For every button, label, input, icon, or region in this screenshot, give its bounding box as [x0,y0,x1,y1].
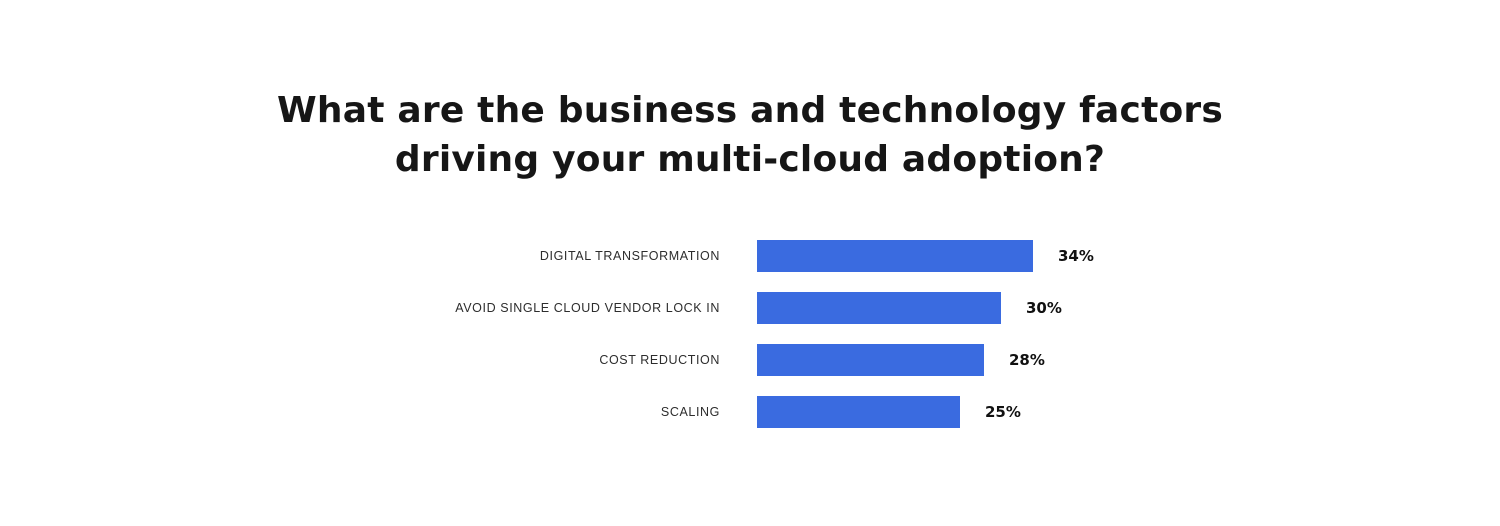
bar [757,344,984,376]
value-label: 34% [1058,247,1094,265]
category-label: AVOID SINGLE CLOUD VENDOR LOCK IN [455,301,720,315]
chart-row: AVOID SINGLE CLOUD VENDOR LOCK IN 30% [420,292,1080,324]
chart-title-line-1: What are the business and technology fac… [277,90,1223,131]
value-label: 30% [1026,299,1062,317]
bar [757,396,960,428]
bar [757,240,1033,272]
chart-row: COST REDUCTION 28% [420,344,1080,376]
category-label: COST REDUCTION [599,353,720,367]
chart-row: DIGITAL TRANSFORMATION 34% [420,240,1094,272]
chart-row: SCALING 25% [420,396,1080,428]
bar [757,292,1001,324]
bar-chart: DIGITAL TRANSFORMATION 34% AVOID SINGLE … [420,240,1094,428]
value-label: 25% [985,403,1021,421]
category-label: SCALING [660,405,720,419]
chart-title-line-2: driving your multi-cloud adoption? [394,139,1106,180]
value-label: 28% [1009,351,1045,369]
category-label: DIGITAL TRANSFORMATION [539,249,720,263]
chart-title: What are the business and technology fac… [0,86,1500,184]
